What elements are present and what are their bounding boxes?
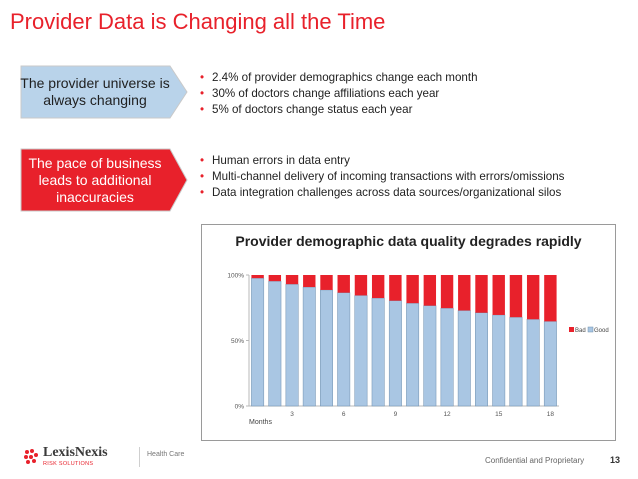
bar-good — [440, 307, 454, 407]
bar-good — [543, 321, 557, 407]
bar-bad — [320, 275, 333, 290]
x-tick-label: 3 — [290, 411, 294, 418]
y-tick-label: 0% — [235, 404, 245, 411]
bullet-item: 5% of doctors change status each year — [200, 102, 478, 118]
y-tick-label: 100% — [227, 273, 244, 280]
bar-bad — [337, 275, 350, 293]
bar-bad — [458, 275, 471, 311]
bar-good — [475, 312, 488, 407]
bar-bad — [268, 275, 282, 282]
page-number: 13 — [610, 455, 621, 465]
bar-bad — [423, 275, 437, 306]
x-tick-label: 12 — [443, 411, 451, 418]
bar-good — [406, 302, 420, 407]
bar-good — [337, 292, 351, 407]
logo-name: LexisNexis — [43, 445, 108, 460]
bar-bad — [303, 275, 316, 288]
x-axis-label: Months — [249, 419, 272, 426]
logo-division: Health Care — [147, 451, 185, 458]
x-tick-label: 18 — [547, 411, 555, 418]
bullet-item: Multi-channel delivery of incoming trans… — [200, 169, 564, 185]
bar-bad — [285, 275, 299, 285]
bar-bad — [251, 275, 264, 279]
callout-arrow-shape — [20, 65, 188, 119]
bar-good — [526, 319, 540, 407]
bar-good — [371, 297, 385, 407]
bar-good — [423, 305, 437, 407]
chart-canvas: 0% 50% 100% 3 6 9 12 15 18 Months Bad Good — [227, 273, 609, 427]
callout-arrow-shape — [20, 148, 188, 212]
logo-subtitle: RISK SOLUTIONS — [43, 461, 94, 467]
bullet-list-inaccuracy-causes: Human errors in data entry Multi-channel… — [200, 153, 564, 200]
bar-good — [302, 286, 316, 407]
callout-provider-universe: The provider universe is always changing — [20, 65, 188, 119]
bar-good — [457, 310, 471, 407]
bullet-list-provider-changes: 2.4% of provider demographics change eac… — [200, 70, 478, 117]
bar-bad — [492, 275, 505, 315]
bar-good — [388, 300, 402, 407]
bullet-item: Data integration challenges across data … — [200, 185, 564, 201]
bar-good — [354, 295, 368, 407]
bar-good — [509, 316, 523, 407]
x-tick-label: 6 — [342, 411, 346, 418]
legend-label-good: Good — [594, 328, 609, 334]
logo-divider — [139, 447, 140, 467]
data-quality-chart: Provider demographic data quality degrad… — [201, 224, 616, 441]
chart-title: Provider demographic data quality degrad… — [235, 233, 582, 249]
bar-good — [268, 280, 282, 407]
logo-mark-icon — [24, 449, 38, 464]
y-tick-label: 50% — [231, 338, 244, 345]
callout-label: The provider universe is always changing — [20, 75, 170, 108]
callout-label: The pace of business leads to additional… — [28, 154, 162, 205]
legend-swatch-bad — [569, 327, 574, 332]
legend-swatch-good — [587, 326, 594, 333]
x-tick-label: 9 — [394, 411, 398, 418]
bullet-item: Human errors in data entry — [200, 153, 564, 169]
bar-bad — [475, 275, 488, 313]
bar-bad — [509, 275, 523, 318]
bar-bad — [371, 275, 385, 299]
bar-bad — [389, 275, 402, 301]
bar-bad — [526, 275, 540, 320]
bar-bad — [354, 275, 368, 296]
bar-bad — [440, 275, 454, 309]
bar-bad — [544, 275, 557, 322]
bar-good — [492, 314, 506, 407]
bullet-item: 2.4% of provider demographics change eac… — [200, 70, 478, 86]
slide-title: Provider Data is Changing all the Time — [10, 9, 386, 34]
callout-pace-of-business: The pace of business leads to additional… — [20, 148, 188, 212]
confidential-label: Confidential and Proprietary — [485, 456, 585, 465]
bar-good — [320, 289, 333, 407]
bullet-item: 30% of doctors change affiliations each … — [200, 86, 478, 102]
bar-bad — [406, 275, 419, 304]
x-tick-label: 15 — [495, 411, 503, 418]
bar-good — [251, 277, 265, 407]
legend-label-bad: Bad — [575, 328, 586, 334]
bar-good — [285, 283, 299, 407]
